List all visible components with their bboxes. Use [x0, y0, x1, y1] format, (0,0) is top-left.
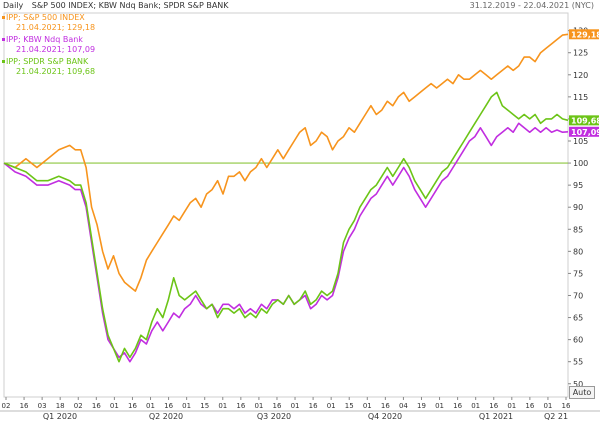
legend: IPP; S&P 500 INDEX 21.04.2021; 129,18 IP… [2, 13, 96, 79]
y-tick-label: 105 [573, 137, 588, 146]
y-tick-label: 60 [573, 336, 583, 345]
x-day-label: 16 [525, 402, 534, 410]
value-label-box [569, 115, 599, 126]
x-day-label: 01 [291, 402, 300, 410]
x-day-label: 16 [92, 402, 101, 410]
chart-header: Daily S&P 500 INDEX; KBW Ndq Bank; SPDR … [0, 0, 600, 12]
x-day-label: 01 [327, 402, 336, 410]
x-day-label: 02 [74, 402, 83, 410]
x-day-label: 18 [56, 402, 65, 410]
x-day-label: 16 [562, 402, 571, 410]
y-tick-label: 70 [573, 291, 583, 300]
x-day-label: 03 [38, 402, 47, 410]
x-day-label: 16 [309, 402, 318, 410]
legend-swatch [2, 60, 5, 63]
date-range: 31.12.2019 - 22.04.2021 (NYC) [469, 1, 594, 10]
legend-series-value: 21.04.2021; 129,18 [16, 23, 96, 32]
x-day-label: 16 [164, 402, 173, 410]
x-day-label: 15 [200, 402, 209, 410]
x-day-label: 16 [128, 402, 137, 410]
x-day-label: 16 [381, 402, 390, 410]
x-day-label: 01 [110, 402, 119, 410]
y-tick-label: 95 [573, 181, 583, 190]
y-tick-label: 120 [573, 71, 588, 80]
value-label-box [569, 126, 599, 137]
x-day-label: 01 [218, 402, 227, 410]
x-day-label: 01 [435, 402, 444, 410]
y-tick-label: 85 [573, 225, 583, 234]
x-quarter-label: Q3 2020 [257, 412, 291, 421]
instrument-list: S&P 500 INDEX; KBW Ndq Bank; SPDR S&P BA… [31, 1, 229, 10]
y-tick-label: 115 [573, 93, 588, 102]
y-tick-label: 100 [573, 159, 588, 168]
y-tick-label: 80 [573, 247, 583, 256]
legend-entry-spdr: IPP; SPDR S&P BANK 21.04.2021; 109,68 [2, 57, 96, 77]
x-day-label: 16 [489, 402, 498, 410]
x-day-label: 16 [453, 402, 462, 410]
x-day-label: 16 [236, 402, 245, 410]
x-day-label: 16 [273, 402, 282, 410]
x-day-label: 19 [417, 402, 426, 410]
x-day-label: 01 [507, 402, 516, 410]
legend-series-value: 21.04.2021; 109,68 [16, 67, 96, 76]
value-label: 129,18 [571, 30, 600, 39]
legend-series-value: 21.04.2021; 107,09 [16, 45, 96, 54]
x-quarter-label: Q2 21 [544, 412, 568, 421]
x-day-label: 01 [182, 402, 191, 410]
x-day-label: 15 [345, 402, 354, 410]
y-tick-label: 75 [573, 269, 583, 278]
y-tick-label: 55 [573, 358, 583, 367]
value-label: 107,09 [571, 128, 600, 137]
legend-swatch [2, 16, 5, 19]
legend-entry-kbw: IPP; KBW Ndq Bank 21.04.2021; 107,09 [2, 35, 96, 55]
x-quarter-label: Q1 2021 [479, 412, 513, 421]
x-day-label: 01 [146, 402, 155, 410]
legend-series-name: IPP; SPDR S&P BANK [6, 57, 89, 66]
legend-entry-sp500: IPP; S&P 500 INDEX 21.04.2021; 129,18 [2, 13, 96, 33]
plot-frame [3, 12, 569, 398]
x-day-label: 01 [363, 402, 372, 410]
x-day-label: 01 [543, 402, 552, 410]
x-day-label: 04 [399, 402, 408, 410]
y-tick-label: 65 [573, 314, 583, 323]
y-tick-label: 90 [573, 203, 583, 212]
series-line-1 [3, 33, 569, 292]
y-tick-label: 125 [573, 49, 588, 58]
legend-swatch [2, 38, 5, 41]
y-tick-label: 50 [573, 380, 583, 389]
value-label: 109,68 [571, 116, 600, 125]
x-day-label: 02 [2, 402, 11, 410]
series-line-3 [3, 91, 569, 363]
legend-series-name: IPP; S&P 500 INDEX [6, 13, 85, 22]
frequency-label: Daily [3, 1, 24, 10]
x-quarter-label: Q2 2020 [149, 412, 183, 421]
x-quarter-label: Q4 2020 [368, 412, 402, 421]
series-line-2 [3, 122, 569, 363]
x-day-label: 01 [471, 402, 480, 410]
value-label-box [569, 29, 599, 40]
x-day-label: 16 [20, 402, 29, 410]
legend-series-name: IPP; KBW Ndq Bank [6, 35, 83, 44]
x-quarter-label: Q1 2020 [43, 412, 77, 421]
auto-scale-button[interactable]: Auto [569, 386, 595, 399]
x-day-label: 01 [254, 402, 263, 410]
